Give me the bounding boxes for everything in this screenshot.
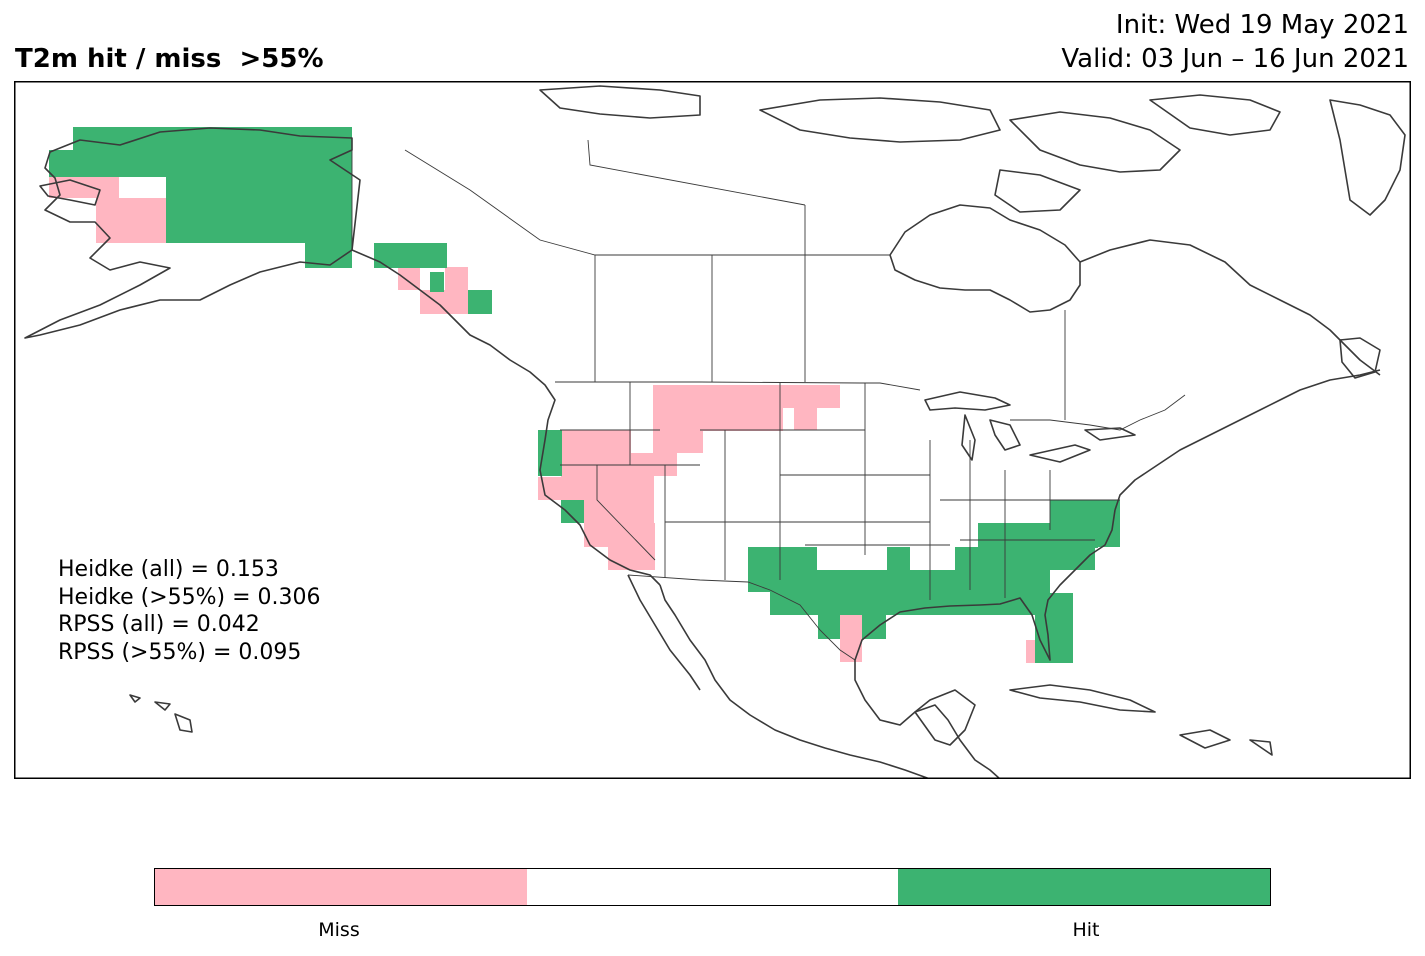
heidke-all: Heidke (all) = 0.153 [58, 557, 279, 582]
hit-cell [430, 272, 444, 292]
hit-cell [862, 615, 886, 639]
miss-cell [653, 385, 783, 431]
hit-cell [468, 290, 492, 314]
hit-cell [1035, 593, 1073, 663]
miss-cell [794, 405, 817, 430]
miss-cell [538, 477, 561, 500]
miss-cell [783, 385, 840, 408]
miss-cell [49, 177, 119, 198]
miss-cell [420, 290, 468, 314]
hit-cell [818, 615, 840, 639]
miss-cell [840, 615, 862, 662]
miss-cell [630, 453, 677, 476]
map-title: T2m hit / miss >55% [15, 44, 324, 74]
init-date: Init: Wed 19 May 2021 [1115, 10, 1409, 40]
miss-cell [653, 430, 703, 453]
heidke-55: Heidke (>55%) = 0.306 [58, 584, 321, 610]
hit-cell [374, 243, 447, 268]
political-borders [351, 138, 1186, 661]
miss-cells [49, 177, 1048, 663]
miss-cell [445, 267, 468, 292]
hit-cell [49, 150, 73, 177]
hit-cell [900, 570, 1035, 615]
rpss-all: RPSS (all) = 0.042 [58, 612, 260, 637]
miss-cell [398, 268, 420, 290]
valid-period: Valid: 03 Jun – 16 Jun 2021 [1061, 44, 1409, 74]
colorbar [154, 868, 1271, 906]
colorbar-miss [155, 869, 527, 905]
hit-cell [538, 430, 562, 476]
colorbar-neutral [526, 869, 899, 905]
colorbar-hit [898, 869, 1271, 905]
hit-cell [1000, 547, 1095, 570]
coastlines [24, 85, 1406, 779]
hit-cell [73, 127, 352, 177]
hit-cell [166, 177, 352, 243]
colorbar-label-miss: Miss [318, 919, 360, 941]
rpss-55: RPSS (>55%) = 0.095 [58, 639, 302, 665]
hit-cell [887, 547, 910, 572]
hit-cells [49, 127, 1120, 663]
miss-cell [96, 198, 166, 243]
map-panel [14, 81, 1411, 779]
skill-scores: Heidke (all) = 0.153 Heidke (>55%) = 0.3… [58, 556, 321, 666]
hit-cell [770, 570, 900, 615]
hit-cell [561, 500, 584, 523]
colorbar-label-hit: Hit [1072, 919, 1100, 941]
